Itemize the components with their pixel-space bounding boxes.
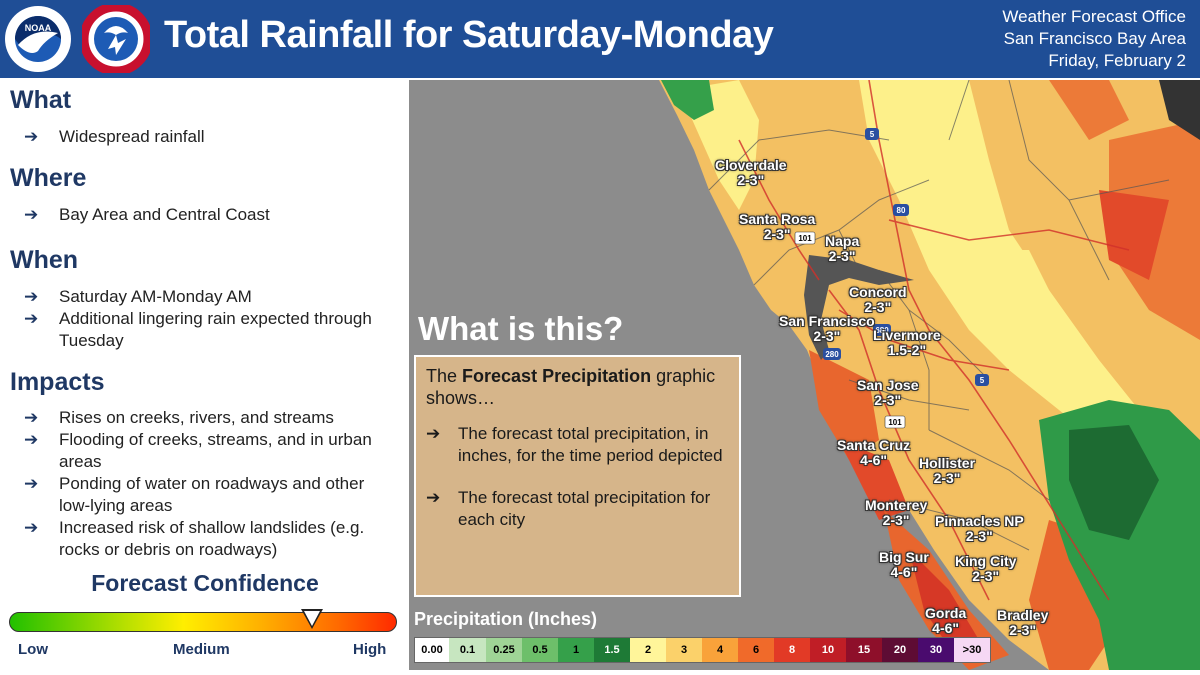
when-heading: When xyxy=(10,246,79,274)
city-label-santa-cruz: Santa Cruz 4-6" xyxy=(837,437,911,468)
city-label-gorda: Gorda 4-6" xyxy=(925,605,967,636)
arrow-icon: ➔ xyxy=(24,474,39,493)
city-label-napa: Napa 2-3" xyxy=(825,233,860,264)
where-list: ➔ Bay Area and Central Coast xyxy=(24,204,396,226)
confidence-medium-label: Medium xyxy=(173,641,230,658)
what-is-this-box: The Forecast Precipitation graphic shows… xyxy=(414,355,741,597)
arrow-icon: ➔ xyxy=(24,430,39,449)
precipitation-legend: 0.00 0.1 0.25 0.5 1 1.5 2 3 4 6 8 10 15 20 30 >30 xyxy=(414,637,991,663)
legend-cell: 2 xyxy=(630,638,666,662)
arrow-icon: ➔ xyxy=(426,488,441,507)
confidence-marker-inner xyxy=(303,611,320,626)
legend-cell: 30 xyxy=(918,638,954,662)
legend-cell: 0.5 xyxy=(522,638,558,662)
office-region: San Francisco Bay Area xyxy=(1003,29,1186,48)
confidence-low-label: Low xyxy=(18,641,48,658)
noaa-logo-text: NOAA xyxy=(25,23,52,33)
summary-panel: What ➔ Widespread rainfall Where ➔ Bay Are… xyxy=(0,80,402,675)
city-label-san-francisco: San Francisco 2-3" xyxy=(779,313,875,344)
confidence-gradient-bar xyxy=(9,612,397,632)
list-item: ➔ The forecast total precipitation for ea… xyxy=(426,488,711,529)
highway-shield-680: 680 xyxy=(873,324,891,336)
legend-cell: 15 xyxy=(846,638,882,662)
legend-cell: 6 xyxy=(738,638,774,662)
highway-shield-101-south: 101 xyxy=(884,415,906,429)
office-info: Weather Forecast Office San Francisco Ba… xyxy=(1002,6,1186,72)
city-label-livermore: Livermore 1.5-2" xyxy=(873,327,941,358)
office-name: Weather Forecast Office xyxy=(1002,7,1186,26)
legend-cell: 3 xyxy=(666,638,702,662)
what-heading: What xyxy=(10,86,72,114)
legend-cell: 20 xyxy=(882,638,918,662)
city-label-santa-rosa: Santa Rosa 2-3" xyxy=(739,211,816,242)
city-label-king-city: King City 2-3" xyxy=(955,553,1017,584)
city-label-hollister: Hollister 2-3" xyxy=(919,455,976,486)
confidence-high-label: High xyxy=(353,641,387,658)
city-label-pinnacles-np: Pinnacles NP 2-3" xyxy=(935,513,1024,544)
what-is-this-intro: The Forecast Precipitation graphic shows… xyxy=(426,366,716,408)
legend-cell: 1.5 xyxy=(594,638,630,662)
svg-text:80: 80 xyxy=(897,206,906,215)
precipitation-map-graphic: 5 80 101 680 280 101 5 xyxy=(659,80,1200,670)
list-item: ➔ The forecast total precipitation, in in… xyxy=(426,424,723,465)
precipitation-legend-title: Precipitation (Inches) xyxy=(414,609,598,629)
city-label-cloverdale: Cloverdale 2-3" xyxy=(715,157,787,188)
list-item: ➔ Ponding of water on roadways and other … xyxy=(24,474,365,515)
arrow-icon: ➔ xyxy=(24,205,39,224)
arrow-icon: ➔ xyxy=(24,127,39,146)
legend-cell: >30 xyxy=(954,638,990,662)
list-item: ➔ Widespread rainfall xyxy=(24,127,205,146)
list-item: ➔ Increased risk of shallow landslides (e… xyxy=(24,518,365,559)
list-item: ➔ Rises on creeks, rivers, and streams xyxy=(24,408,334,427)
city-label-big-sur: Big Sur 4-6" xyxy=(879,549,929,580)
what-list: ➔ Widespread rainfall xyxy=(24,126,396,148)
legend-cell: 10 xyxy=(810,638,846,662)
page-title: Total Rainfall for Saturday-Monday xyxy=(164,14,774,56)
noaa-logo: NOAA xyxy=(5,6,71,72)
legend-cell: 1 xyxy=(558,638,594,662)
arrow-icon: ➔ xyxy=(24,518,39,537)
legend-cell: 0.00 xyxy=(415,638,449,662)
arrow-icon: ➔ xyxy=(24,309,39,328)
highway-shield-5-north: 5 xyxy=(865,128,879,140)
highway-shield-80: 80 xyxy=(893,204,909,216)
list-item: ➔ Additional lingering rain expected thro… xyxy=(24,309,372,350)
issue-date: Friday, February 2 xyxy=(1048,51,1186,70)
highway-shield-101-north: 101 xyxy=(794,231,816,245)
legend-cell: 0.25 xyxy=(486,638,522,662)
legend-cell: 4 xyxy=(702,638,738,662)
svg-text:280: 280 xyxy=(825,350,839,359)
city-label-san-jose: San Jose 2-3" xyxy=(857,377,919,408)
arrow-icon: ➔ xyxy=(426,424,441,443)
highway-shield-280: 280 xyxy=(823,348,841,360)
svg-text:101: 101 xyxy=(888,418,902,427)
svg-text:680: 680 xyxy=(875,326,889,335)
list-item: ➔ Bay Area and Central Coast xyxy=(24,205,270,224)
city-label-monterey: Monterey 2-3" xyxy=(865,497,928,528)
list-item: ➔ Saturday AM-Monday AM xyxy=(24,287,252,306)
svg-text:101: 101 xyxy=(798,234,812,243)
city-label-bradley: Bradley 2-3" xyxy=(997,607,1049,638)
header-bar: NOAA Total Rainfall for Saturday-Monday … xyxy=(0,0,1200,78)
what-is-this-title: What is this? xyxy=(418,310,624,347)
legend-cell: 0.1 xyxy=(449,638,486,662)
legend-cell: 8 xyxy=(774,638,810,662)
svg-text:5: 5 xyxy=(980,376,985,385)
arrow-icon: ➔ xyxy=(24,408,39,427)
city-label-concord: Concord 2-3" xyxy=(849,284,907,315)
list-item: ➔ Flooding of creeks, streams, and in urb… xyxy=(24,430,372,471)
confidence-title: Forecast Confidence xyxy=(91,570,319,596)
arrow-icon: ➔ xyxy=(24,287,39,306)
highway-shield-5-south: 5 xyxy=(975,374,989,386)
when-list: ➔ Saturday AM-Monday AM ➔ Additional linge… xyxy=(24,286,396,352)
nws-logo xyxy=(82,5,150,73)
svg-text:5: 5 xyxy=(870,130,875,139)
what-is-this-list: ➔ The forecast total precipitation, in in… xyxy=(426,423,729,531)
where-heading: Where xyxy=(10,164,87,192)
impacts-list: ➔ Rises on creeks, rivers, and streams ➔ F… xyxy=(24,407,396,561)
impacts-heading: Impacts xyxy=(10,368,105,396)
